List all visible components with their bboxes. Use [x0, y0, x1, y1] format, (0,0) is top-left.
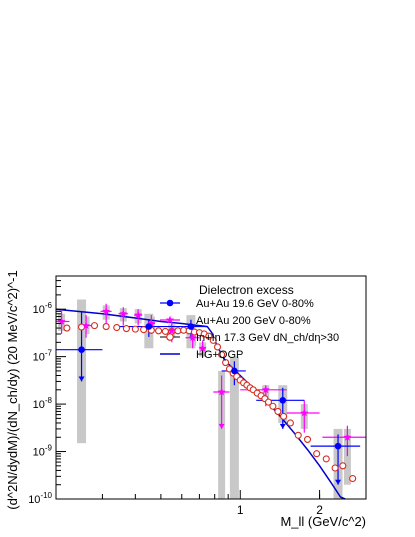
inin-point: [322, 455, 330, 463]
y-tick-label: 10-8: [33, 396, 53, 411]
inin-point: [294, 431, 302, 439]
inin-point: [286, 419, 294, 427]
y-tick-label: 10-9: [33, 444, 53, 459]
inin-point: [280, 412, 288, 420]
auau19-point: [187, 323, 195, 330]
auau200-point: [102, 307, 111, 315]
legend-label-auau200: Au+Au 200 GeV 0-80%: [196, 315, 311, 327]
legend-label-auau19: Au+Au 19.6 GeV 0-80%: [196, 298, 314, 310]
inin-point: [102, 323, 110, 331]
auau200-point: [134, 310, 143, 319]
inin-point: [339, 462, 347, 470]
inin-point: [161, 327, 169, 335]
x-axis-title: M_ll (GeV/c^2): [280, 514, 366, 529]
inin-point: [274, 407, 282, 415]
plot-frame: [55, 275, 367, 500]
auau200-point: [57, 317, 66, 325]
syst-box: [229, 356, 239, 499]
inin-point: [90, 322, 99, 330]
legend-marker-auau200: [165, 315, 175, 324]
inin-point: [218, 351, 226, 359]
inin-point: [313, 450, 321, 458]
x-tick-label: 1: [237, 503, 244, 517]
auau19-upper-limit-arrow: [335, 479, 342, 485]
axes: 1 2 10-10 10-9 10-8 10-7 10-6: [28, 275, 367, 517]
legend-marker-inin: [166, 333, 174, 341]
inin-point: [113, 323, 121, 332]
auau19-upper-limit-arrow: [78, 376, 85, 382]
auau200-point: [261, 385, 270, 394]
auau200-point: [198, 344, 207, 352]
auau200-point: [300, 408, 309, 417]
auau19-point: [78, 346, 85, 353]
auau19-point: [334, 442, 342, 450]
auau19-point: [145, 323, 153, 330]
inin-point: [213, 343, 222, 351]
legend-label-model: HG+QGP: [196, 349, 243, 361]
inin-point: [140, 326, 148, 334]
inin-point: [63, 324, 71, 332]
inin-point: [349, 474, 357, 483]
y-axis-title: (d^2N/dydM)/(dN_ch/dy) (20 MeV/c^2)^-1: [5, 270, 20, 509]
inin-point: [131, 325, 139, 333]
y-tick-label: 10-6: [33, 301, 53, 316]
auau19-point: [279, 397, 287, 404]
auau200-point: [82, 321, 90, 329]
auau200-upper-limit-arrow: [218, 423, 225, 429]
legend-marker-auau19: [166, 299, 174, 307]
x-tick-label: 2: [316, 503, 323, 517]
inin-point: [205, 332, 213, 340]
syst-box: [218, 370, 226, 499]
inin-point: [174, 327, 182, 335]
legend-header: Dielectron excess: [199, 283, 294, 297]
auau200-point: [188, 333, 197, 342]
auau200-point: [217, 387, 226, 396]
syst-box: [343, 428, 351, 485]
inin-point: [264, 398, 273, 406]
y-tick-label: 10-10: [28, 491, 52, 506]
inin-point: [303, 435, 312, 443]
y-tick-label: 10-7: [33, 349, 53, 364]
inin-point: [222, 359, 230, 367]
data-markers: [57, 307, 357, 483]
inin-point: [331, 464, 339, 472]
legend: Dielectron excess Au+Au 19.6 GeV 0-80% A…: [160, 283, 339, 361]
inin-point: [122, 325, 130, 333]
auau19-upper-limit-arrow: [279, 423, 286, 429]
inin-point: [269, 402, 277, 410]
legend-label-inin: In+In 17.3 GeV dN_ch/dη>30: [196, 332, 339, 344]
auau19-point: [231, 367, 238, 375]
inin-point: [155, 327, 163, 335]
auau200-point: [343, 433, 352, 441]
systematic-error-boxes: [58, 299, 351, 499]
inin-point: [209, 336, 217, 344]
auau200-point: [167, 326, 176, 335]
auau200-point: [119, 309, 128, 318]
